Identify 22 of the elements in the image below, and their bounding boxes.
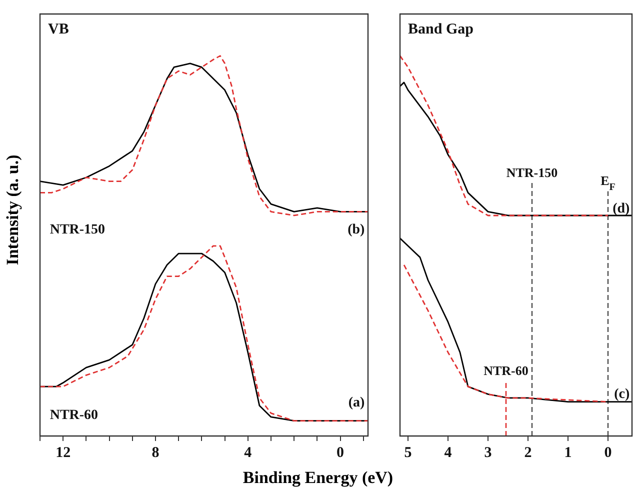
annotation: (c) xyxy=(614,387,630,402)
x-tick-label: 12 xyxy=(56,444,71,461)
chart-title: VB xyxy=(48,21,69,38)
x-tick-label: 3 xyxy=(484,444,492,461)
x-tick-label: 0 xyxy=(604,444,612,461)
ref-line-label: NTR-150 xyxy=(506,164,558,180)
x-tick-label: 5 xyxy=(404,444,412,461)
x-tick-label: 1 xyxy=(564,444,572,461)
annotation: NTR-60 xyxy=(50,408,98,424)
annotation: (a) xyxy=(348,395,366,410)
annotation: NTR-150 xyxy=(50,222,106,238)
ref-line-label: NTR-60 xyxy=(484,363,528,378)
x-tick-label: 4 xyxy=(444,444,452,461)
y-axis-title: Intensity (a. u.) xyxy=(3,154,23,268)
x-tick-label: 2 xyxy=(524,444,532,461)
x-tick-label: 4 xyxy=(244,444,252,461)
x-axis-title: Binding Energy (eV) xyxy=(242,468,394,488)
x-tick-label: 0 xyxy=(336,444,344,461)
annotation: (b) xyxy=(348,222,366,238)
x-tick-label: 8 xyxy=(152,444,160,461)
chart-title: Band Gap xyxy=(408,21,474,38)
annotation: (d) xyxy=(612,201,630,216)
